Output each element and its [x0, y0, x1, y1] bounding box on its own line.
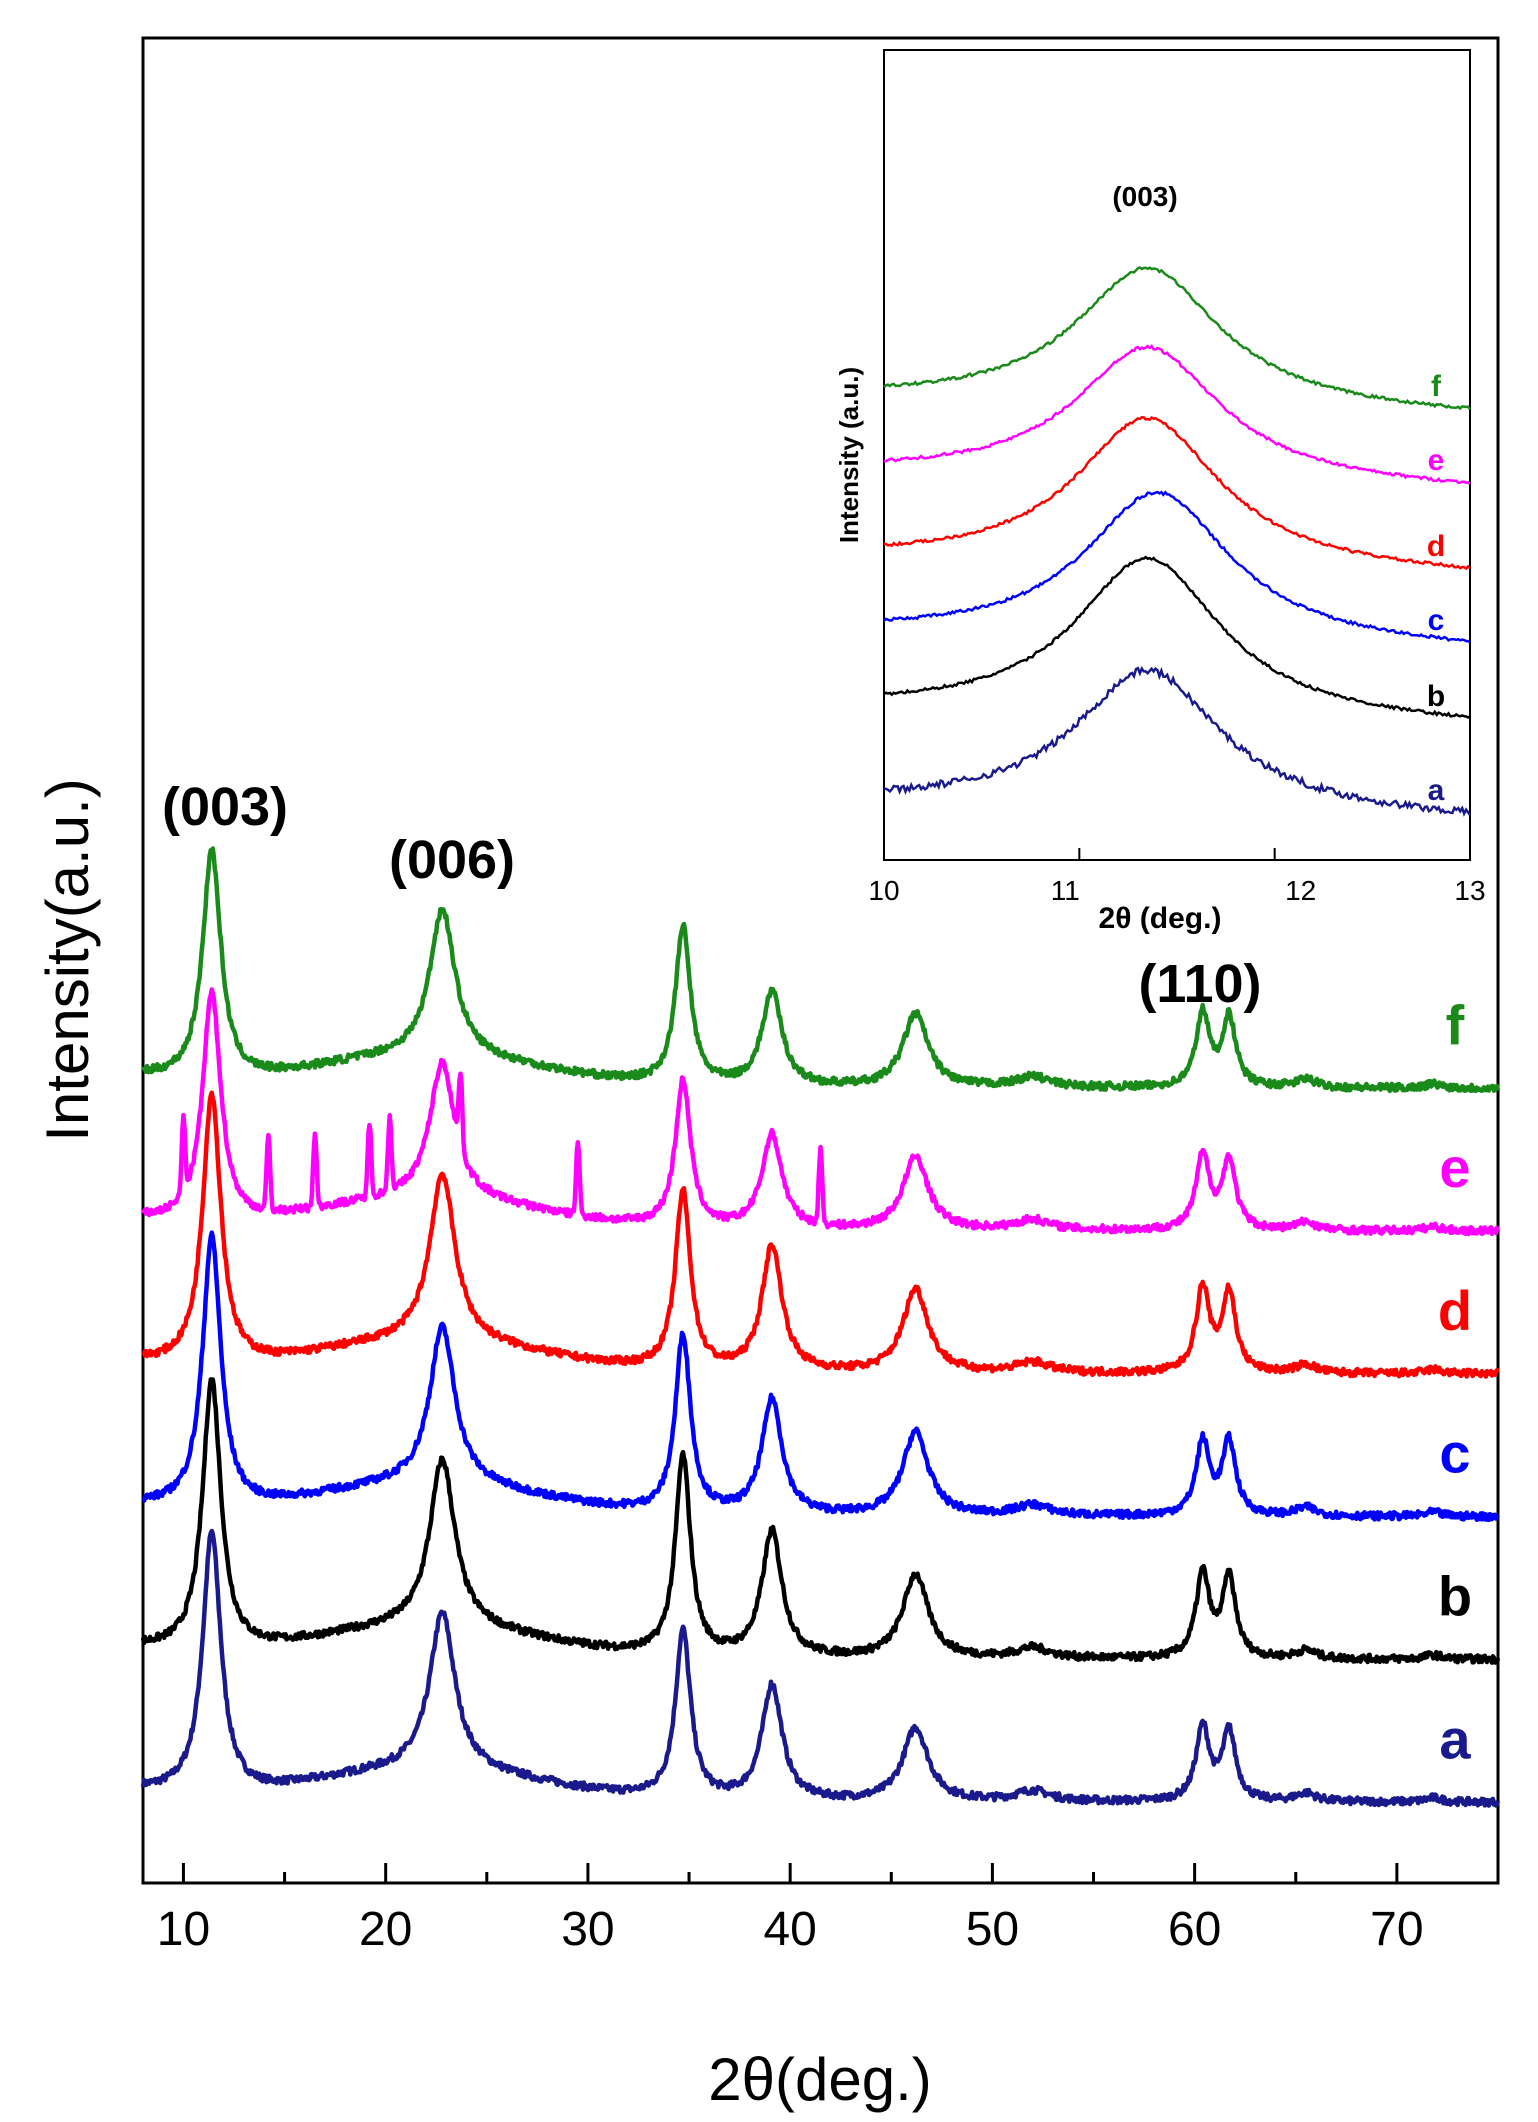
x-tick-label: 70 [1370, 1903, 1423, 1956]
peak-label: (110) [1138, 954, 1261, 1014]
inset-x-axis: 10 11 12 13 [868, 848, 1486, 906]
main-peak-labels: (003) (006) (110) [162, 777, 1262, 1014]
inset-y-axis-label: Intensity (a.u.) [834, 367, 864, 543]
main-plot-frame [141, 36, 1500, 1885]
inset-peak-label: (003) [1112, 181, 1177, 212]
inset-plot-background [884, 50, 1470, 860]
x-tick-label: 60 [1168, 1903, 1221, 1956]
series-a-line [140, 1528, 1501, 1808]
inset-series-a-label: a [1428, 774, 1445, 807]
inset-x-tick-label: 10 [868, 875, 899, 906]
x-tick-label: 20 [359, 1903, 412, 1956]
inset-series-b-line [883, 555, 1471, 719]
inset-series-labels: a b c d e f [1427, 370, 1445, 807]
inset-series-c-label: c [1428, 604, 1445, 637]
inset-series-d-label: d [1427, 530, 1445, 563]
inset-x-axis-label: 2θ (deg.) [1099, 902, 1222, 935]
inset-series-e-line [883, 344, 1471, 486]
peak-label: (003) [162, 777, 288, 837]
inset-series-c-line [883, 490, 1471, 644]
inset-plot: 10 11 12 13 a b c d e f (003) 2θ (deg.) Intensit… [834, 49, 1486, 935]
main-x-axis: 10 20 30 40 50 60 70 [157, 1863, 1500, 1956]
series-e-label: e [1439, 1136, 1470, 1199]
main-curves [140, 846, 1501, 1808]
inset-series-e-label: e [1428, 444, 1445, 477]
series-c-label: c [1439, 1422, 1470, 1485]
series-c-line [141, 1230, 1500, 1523]
series-d-line [141, 1090, 1500, 1379]
peak-label: (006) [389, 830, 515, 890]
series-f-label: f [1446, 993, 1465, 1056]
series-b-label: b [1438, 1565, 1472, 1628]
main-x-axis-label: 2θ(deg.) [708, 2046, 931, 2113]
x-tick-label: 50 [966, 1903, 1019, 1956]
x-tick-label: 30 [561, 1903, 614, 1956]
inset-x-tick-label: 12 [1285, 875, 1316, 906]
x-tick-label: 40 [763, 1903, 816, 1956]
series-e-line [141, 987, 1501, 1237]
x-tick-label: 10 [157, 1903, 210, 1956]
series-f-line [141, 846, 1501, 1094]
main-series-labels: a b c d e f [1438, 993, 1472, 1770]
series-a-label: a [1439, 1707, 1471, 1770]
inset-series-f-label: f [1431, 370, 1442, 403]
inset-series-b-label: b [1427, 680, 1445, 713]
inset-series-f-line [883, 266, 1472, 411]
main-y-axis-label: Intensity(a.u.) [34, 778, 101, 1142]
main-plot: 10 20 30 40 50 60 70 a b c d e f (003) (006) (110) 2θ… [34, 36, 1501, 2113]
inset-curves [883, 266, 1472, 817]
series-b-line [140, 1377, 1501, 1665]
inset-series-d-line [883, 416, 1471, 571]
series-d-label: d [1438, 1279, 1472, 1342]
inset-x-tick-label: 11 [1051, 875, 1080, 906]
inset-series-a-line [883, 666, 1472, 817]
inset-x-tick-label: 13 [1454, 875, 1485, 906]
inset-plot-frame [883, 49, 1471, 861]
